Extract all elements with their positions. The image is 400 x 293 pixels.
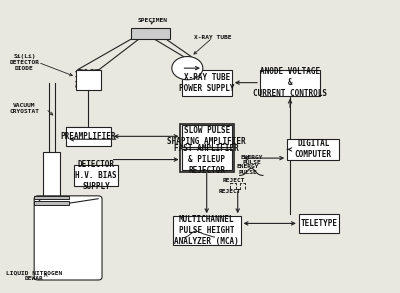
FancyBboxPatch shape [76,70,101,90]
Text: TELETYPE: TELETYPE [301,219,338,228]
FancyBboxPatch shape [182,149,232,171]
FancyBboxPatch shape [182,125,232,147]
FancyBboxPatch shape [34,201,69,205]
FancyBboxPatch shape [287,139,340,160]
Text: REJECT: REJECT [222,178,245,183]
Text: DETECTOR
H.V. BIAS
SUPPLY: DETECTOR H.V. BIAS SUPPLY [75,160,117,191]
Text: X-RAY TUBE: X-RAY TUBE [194,35,231,40]
Text: Si(Li)
DETECTOR
DIODE: Si(Li) DETECTOR DIODE [10,54,40,71]
Text: FAST AMPLIFIER
& PILEUP
REJECTOR: FAST AMPLIFIER & PILEUP REJECTOR [174,144,239,175]
Text: SPECIMEN: SPECIMEN [138,18,168,23]
Text: DIGITAL
COMPUTER: DIGITAL COMPUTER [295,139,332,159]
Text: ENERGY
PULSE: ENERGY PULSE [241,155,263,165]
FancyBboxPatch shape [182,70,232,96]
FancyBboxPatch shape [260,70,320,96]
FancyBboxPatch shape [34,196,69,199]
Text: SLOW PULSE
SHAPING AMPLIFIER: SLOW PULSE SHAPING AMPLIFIER [167,126,246,146]
Text: VACUUM
CRYOSTAT: VACUUM CRYOSTAT [10,103,40,114]
Text: PREAMPLIFIER: PREAMPLIFIER [61,132,116,141]
Text: ANODE VOLTAGE
&
CURRENT CONTROLS: ANODE VOLTAGE & CURRENT CONTROLS [253,67,327,98]
FancyBboxPatch shape [131,28,170,39]
Text: REJECT: REJECT [219,189,241,194]
FancyBboxPatch shape [299,214,340,233]
Text: ENERGY
PULSE: ENERGY PULSE [236,164,259,175]
Text: MULTICHANNEL
PULSE HEIGHT
ANALYZER (MCA): MULTICHANNEL PULSE HEIGHT ANALYZER (MCA) [174,215,239,246]
Text: X-RAY TUBE
POWER SUPPLY: X-RAY TUBE POWER SUPPLY [179,73,234,93]
FancyBboxPatch shape [66,127,111,146]
FancyBboxPatch shape [34,196,102,280]
FancyBboxPatch shape [43,152,60,205]
FancyBboxPatch shape [74,165,118,186]
FancyBboxPatch shape [173,216,241,245]
Text: LIQUID NITROGEN
DEWAR: LIQUID NITROGEN DEWAR [6,270,62,281]
Circle shape [172,57,203,80]
